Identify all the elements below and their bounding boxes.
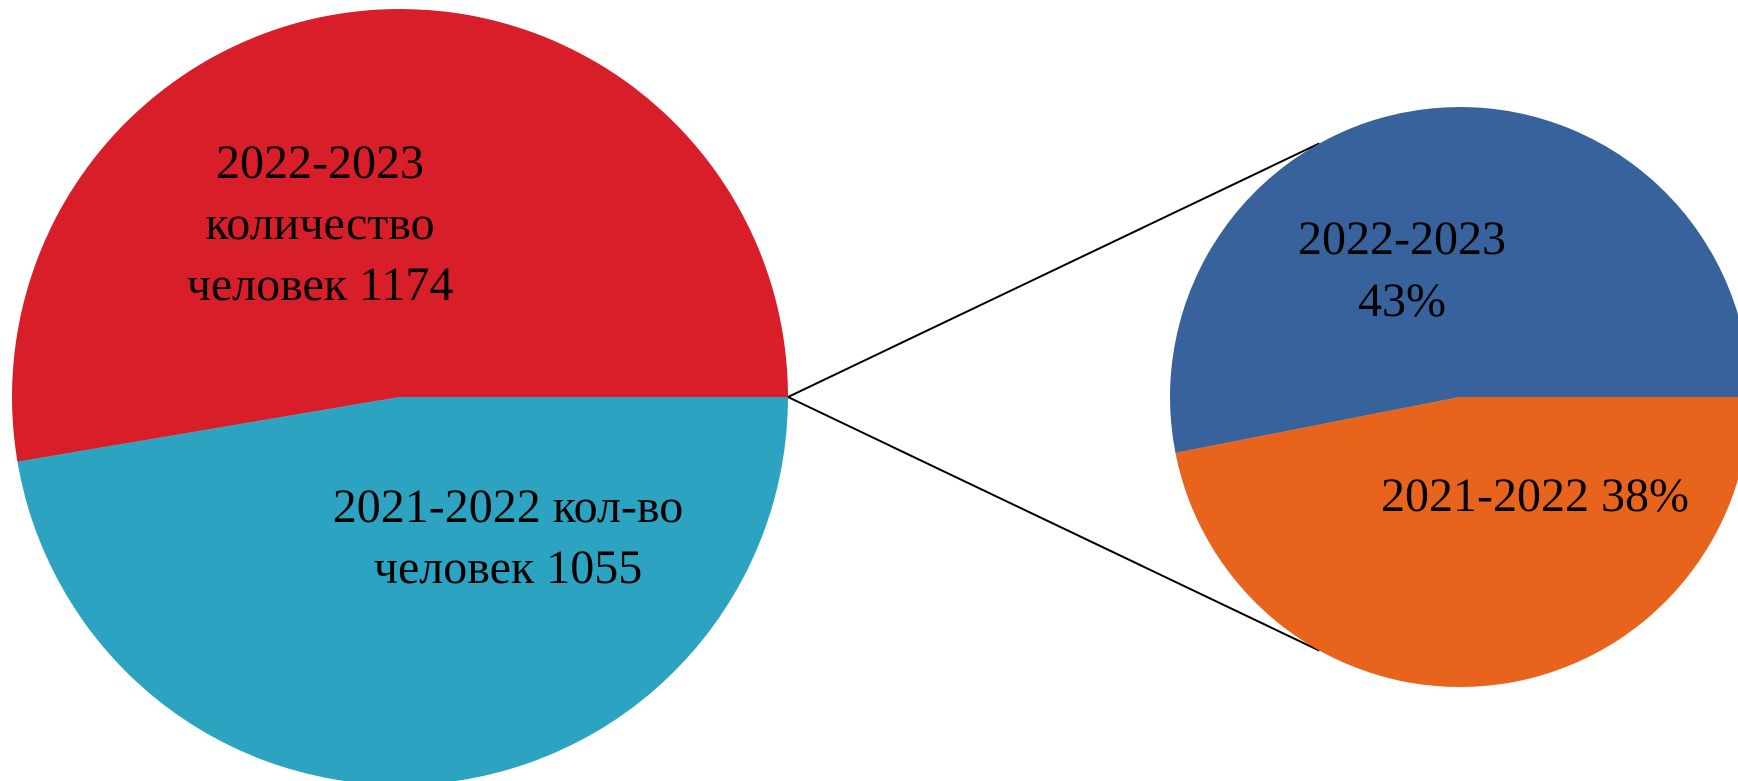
slice-label-line: 2022-2023	[216, 136, 424, 189]
slice-labels: 2022-2023 количество человек 1174 2021-2022…	[187, 136, 1689, 594]
slice-label-p2021: 2021-2022 38%	[1381, 469, 1689, 522]
connector-line-top	[787, 142, 1320, 398]
slice-label-line: количество	[205, 197, 434, 250]
slice-label-line: человек 1174	[187, 258, 454, 311]
pie-slice-s2021	[17, 397, 788, 781]
slice-label-s2021: 2021-2022 кол-во человек 1055	[333, 480, 684, 594]
slice-label-line: человек 1055	[374, 541, 642, 594]
pie-slice-s2022	[11, 8, 789, 462]
pie-slice-p2021	[1175, 397, 1738, 687]
connector-line-bottom	[787, 396, 1320, 652]
slice-label-line: 2022-2023	[1298, 212, 1506, 265]
pie-connector-lines	[787, 142, 1320, 652]
slice-label-line: 2021-2022 кол-во	[333, 480, 684, 533]
slice-label-p2022: 2022-2023 43%	[1298, 212, 1506, 327]
main-pie-chart	[11, 8, 789, 781]
detail-pie-chart	[1170, 107, 1738, 687]
slice-label-line: 43%	[1358, 274, 1446, 327]
slice-label-line: 2021-2022 38%	[1381, 469, 1689, 522]
slice-label-s2022: 2022-2023 количество человек 1174	[187, 136, 454, 311]
pie-slice-p2022	[1170, 107, 1738, 453]
